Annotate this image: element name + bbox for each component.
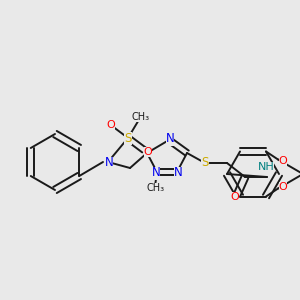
Text: O: O — [231, 192, 239, 202]
Text: CH₃: CH₃ — [147, 183, 165, 193]
Text: O: O — [106, 120, 116, 130]
Text: CH₃: CH₃ — [132, 112, 150, 122]
Text: O: O — [279, 157, 287, 166]
Text: NH: NH — [258, 162, 274, 172]
Text: S: S — [124, 131, 132, 145]
Text: O: O — [279, 182, 287, 191]
Text: N: N — [166, 133, 174, 146]
Text: S: S — [201, 157, 209, 169]
Text: N: N — [152, 167, 160, 179]
Text: N: N — [174, 167, 182, 179]
Text: O: O — [144, 147, 152, 157]
Text: N: N — [105, 157, 113, 169]
